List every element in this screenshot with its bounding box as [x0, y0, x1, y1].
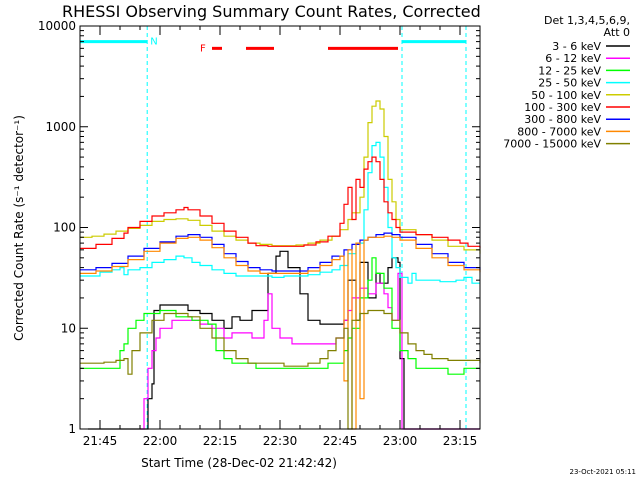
- series-line-7000-15000-kev: [80, 309, 481, 430]
- y-axis: 1 10 100 1000 10000: [38, 19, 480, 436]
- x-axis: 21:45 22:00 22:15 22:30 22:45 23:00 23:15: [79, 26, 481, 448]
- series-line-50-100-kev: [80, 100, 481, 254]
- legend-label-12-25-kev: 12 - 25 keV: [538, 64, 601, 77]
- y-tick-label-1: 1: [68, 422, 76, 436]
- series-line-800-7000-kev: [80, 235, 481, 430]
- timestamp-stamp: 23-Oct-2021 05:11: [570, 468, 636, 476]
- series-line-25-50-kev: [80, 141, 480, 284]
- flare-intervals: F: [200, 43, 398, 54]
- x-tick-label-23-00: 23:00: [383, 434, 418, 448]
- legend-label-3-6-kev: 3 - 6 keV: [552, 40, 601, 53]
- night-intervals: N: [79, 26, 467, 429]
- legend-header-line-1: Det 1,3,4,5,6,9,: [544, 14, 630, 27]
- series-line-100-300-kev: [80, 156, 481, 249]
- legend-label-800-7000-kev: 800 - 7000 keV: [517, 125, 601, 138]
- series-lines: [80, 100, 481, 430]
- x-axis-label: Start Time (28-Dec-02 21:42:42): [141, 456, 337, 470]
- y-tick-label-10: 10: [61, 321, 76, 335]
- flare-label: F: [200, 43, 206, 54]
- y-tick-label-1000: 1000: [45, 120, 76, 134]
- series-line-6-12-kev: [140, 272, 480, 430]
- y-tick-label-100: 100: [53, 221, 76, 235]
- legend-header-line-2: Att 0: [604, 26, 630, 39]
- legend-label-50-100-kev: 50 - 100 keV: [531, 89, 601, 102]
- legend-label-6-12-kev: 6 - 12 keV: [545, 52, 601, 65]
- series-line-12-25-kev: [80, 257, 480, 375]
- x-tick-label-22-00: 22:00: [143, 434, 178, 448]
- y-axis-label: Corrected Count Rate (s⁻¹ detector⁻¹): [12, 115, 26, 341]
- y-tick-label-10000: 10000: [38, 19, 76, 33]
- legend-label-7000-15000-kev: 7000 - 15000 keV: [503, 138, 601, 151]
- x-tick-label-22-45: 22:45: [323, 434, 358, 448]
- legend-label-25-50-kev: 25 - 50 keV: [538, 77, 601, 90]
- legend-label-100-300-kev: 100 - 300 keV: [524, 101, 601, 114]
- x-tick-label-23-15: 23:15: [443, 434, 478, 448]
- chart-title: RHESSI Observing Summary Count Rates, Co…: [62, 2, 481, 21]
- x-tick-label-21-45: 21:45: [83, 434, 118, 448]
- x-tick-label-22-30: 22:30: [263, 434, 298, 448]
- x-tick-label-22-15: 22:15: [203, 434, 238, 448]
- legend-label-300-800-kev: 300 - 800 keV: [524, 113, 601, 126]
- night-label: N: [150, 37, 157, 48]
